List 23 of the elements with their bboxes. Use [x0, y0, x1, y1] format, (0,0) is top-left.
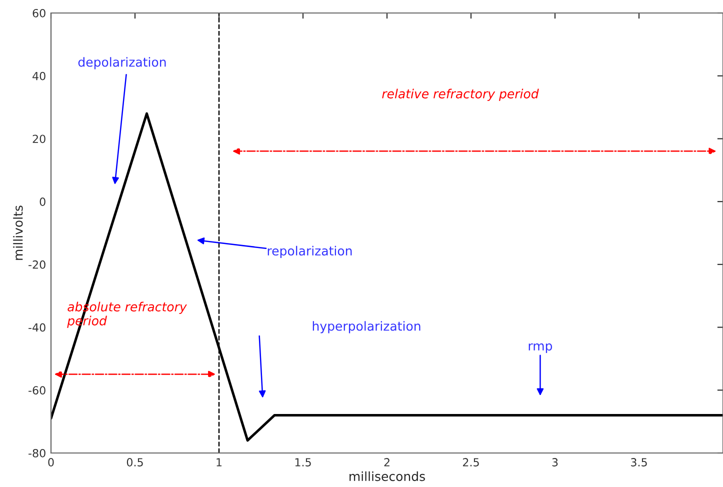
x-axis-title: milliseconds	[350, 471, 425, 482]
annotation: rmp	[528, 343, 552, 354]
annotation: relative refractory period	[382, 88, 539, 101]
y-tick-label: -60	[28, 386, 46, 395]
y-tick-label: -80	[28, 448, 46, 458]
y-tick-label: 0	[40, 198, 46, 206]
x-tick-label: 2.5	[462, 458, 479, 466]
x-tick-label: 2	[384, 458, 390, 466]
x-tick-label: 1	[216, 458, 222, 466]
y-tick-label: 40	[32, 72, 46, 80]
y-tick-label: 20	[32, 134, 46, 144]
x-tick-label: 0	[48, 458, 54, 466]
x-tick-label: 3	[552, 458, 558, 466]
annotation: depolarization	[78, 57, 166, 70]
y-tick-label: 60	[32, 8, 46, 18]
x-tick-label: 3.5	[631, 458, 647, 466]
y-tick-label: -20	[28, 260, 46, 269]
y-axis-title: millivolts	[13, 206, 23, 260]
annotation: hyperpolarization	[312, 321, 420, 334]
x-tick-label: 0.5	[126, 458, 143, 466]
y-tick-label: -40	[28, 323, 46, 332]
x-tick-label: 1.5	[295, 458, 311, 466]
annotation: repolarization	[268, 246, 352, 258]
